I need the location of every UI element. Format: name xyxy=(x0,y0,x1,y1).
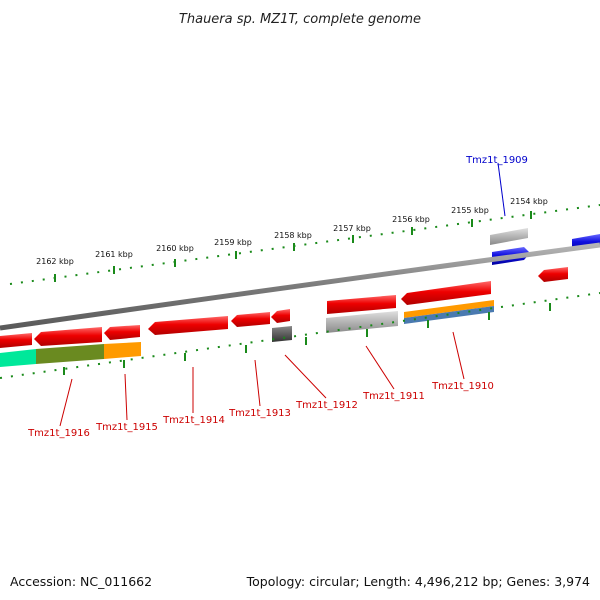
reverse-strand-genes xyxy=(0,267,568,348)
gene-block-gray xyxy=(326,311,398,333)
scale-label: 2156 kbp xyxy=(392,215,430,224)
feature-band-orange xyxy=(104,342,141,359)
gene-label: Tmz1t_1915 xyxy=(95,422,158,433)
major-tick xyxy=(245,345,247,353)
feature-band-orange xyxy=(404,300,494,318)
major-tick xyxy=(63,367,65,375)
gene-arrow-red xyxy=(401,281,491,305)
major-tick xyxy=(235,251,237,259)
gene-labels: Tmz1t_1909 Tmz1t_1910 Tmz1t_1911 Tmz1t_1… xyxy=(27,155,528,439)
major-tick xyxy=(123,360,125,368)
scale-label: 2161 kbp xyxy=(95,250,133,259)
gene-arrow-red xyxy=(0,333,32,348)
gene-arrow-red xyxy=(104,325,140,340)
leader-line xyxy=(59,378,73,427)
gene-label: Tmz1t_1910 xyxy=(431,381,494,392)
outer-tick-ring xyxy=(9,204,600,285)
feature-band-steelblue xyxy=(404,306,494,324)
leader-line xyxy=(497,162,506,217)
gene-label: Tmz1t_1911 xyxy=(362,391,425,402)
scale-label: 2162 kbp xyxy=(36,257,74,266)
scale-label: 2154 kbp xyxy=(510,197,548,206)
gene-block-dark xyxy=(272,326,292,342)
leader-line xyxy=(254,359,261,407)
gene-arrow-red xyxy=(327,295,396,314)
gene-arrow-red xyxy=(271,309,290,323)
major-tick xyxy=(549,303,551,311)
genome-summary-text: Topology: circular; Length: 4,496,212 bp… xyxy=(246,574,590,589)
leader-lines xyxy=(59,162,506,427)
gene-label: Tmz1t_1916 xyxy=(27,428,90,439)
major-tick xyxy=(174,259,176,267)
inner-tick-ring xyxy=(0,292,600,379)
scale-label: 2155 kbp xyxy=(451,206,489,215)
gene-arrow-red xyxy=(148,316,228,335)
accession-text: Accession: NC_011662 xyxy=(10,574,152,589)
gene-label: Tmz1t_1909 xyxy=(465,155,528,166)
map-title: Thauera sp. MZ1T, complete genome xyxy=(179,12,421,27)
leader-line xyxy=(365,345,395,390)
gene-arrow-red xyxy=(231,312,270,327)
gene-arrow-red xyxy=(34,327,102,346)
gene-label: Tmz1t_1913 xyxy=(228,408,291,419)
major-tick xyxy=(530,211,532,219)
major-tick xyxy=(427,320,429,328)
scale-label: 2157 kbp xyxy=(333,224,371,233)
scale-label: 2160 kbp xyxy=(156,244,194,253)
major-tick xyxy=(54,274,56,282)
gene-arrow-gray xyxy=(490,228,528,245)
major-tick xyxy=(366,329,368,337)
major-tick xyxy=(113,266,115,274)
genome-backbone xyxy=(0,242,600,331)
major-tick xyxy=(488,312,490,320)
leader-line xyxy=(452,331,465,380)
major-tick xyxy=(352,235,354,243)
scale-label: 2158 kbp xyxy=(274,231,312,240)
feature-bands xyxy=(0,300,494,367)
major-tick xyxy=(471,219,473,227)
scale-label: 2159 kbp xyxy=(214,238,252,247)
leader-line xyxy=(124,373,128,421)
feature-band-olive xyxy=(36,344,104,364)
gene-arrow-red xyxy=(538,267,568,282)
scale-labels: 2162 kbp 2161 kbp 2160 kbp 2159 kbp 2158… xyxy=(36,197,548,266)
major-tick xyxy=(184,353,186,361)
leader-line xyxy=(284,354,327,399)
major-tick xyxy=(305,337,307,345)
major-tick xyxy=(293,243,295,251)
major-tick xyxy=(411,227,413,235)
feature-band-teal xyxy=(0,349,36,367)
gene-label: Tmz1t_1914 xyxy=(162,415,225,426)
gene-label: Tmz1t_1912 xyxy=(295,400,358,411)
